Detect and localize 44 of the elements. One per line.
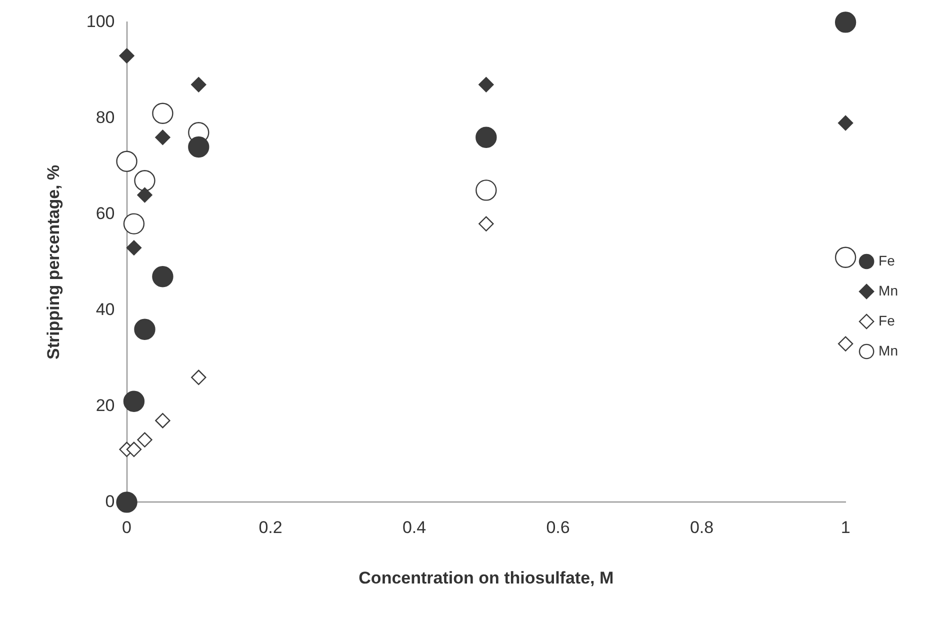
point [152, 266, 174, 288]
point [155, 130, 170, 145]
point [116, 492, 138, 513]
legend-label: Mn [878, 282, 898, 298]
point [476, 126, 497, 148]
point [838, 336, 854, 352]
y-tick-label: 40 [96, 300, 115, 319]
point [155, 413, 170, 428]
point [152, 102, 174, 124]
point [116, 150, 138, 172]
point [123, 390, 145, 412]
y-tick-label: 0 [105, 492, 115, 511]
x-tick-label: 0.2 [258, 518, 282, 538]
point [478, 77, 494, 92]
point [188, 136, 210, 158]
x-tick-label: 1 [840, 518, 850, 538]
x-tick-label: 0.6 [546, 518, 570, 538]
point [123, 213, 145, 234]
point [476, 180, 497, 201]
x-tick-label: 0 [122, 518, 132, 538]
point [478, 216, 494, 232]
point [191, 370, 206, 385]
point [134, 318, 156, 340]
y-tick-label: 20 [96, 396, 115, 415]
point [134, 170, 156, 192]
point [191, 77, 206, 92]
y-axis-title: Stripping percentage, % [44, 164, 63, 360]
legend-label: Fe [878, 252, 896, 268]
point [834, 246, 856, 268]
point [838, 115, 854, 131]
point [119, 48, 134, 64]
point [834, 12, 856, 33]
point [126, 240, 142, 256]
x-axis-title: Concentration on thiosulfate, M [358, 568, 614, 588]
point [137, 187, 152, 203]
legend-label: Mn [878, 342, 898, 358]
point [137, 432, 152, 448]
y-tick-label: 100 [86, 12, 115, 31]
legend-label: Fe [878, 312, 896, 328]
x-tick-label: 0.8 [690, 518, 714, 538]
y-tick-label: 80 [96, 108, 115, 127]
y-tick-label: 60 [96, 204, 115, 223]
point [126, 442, 142, 457]
x-tick-label: 0.4 [402, 518, 426, 538]
